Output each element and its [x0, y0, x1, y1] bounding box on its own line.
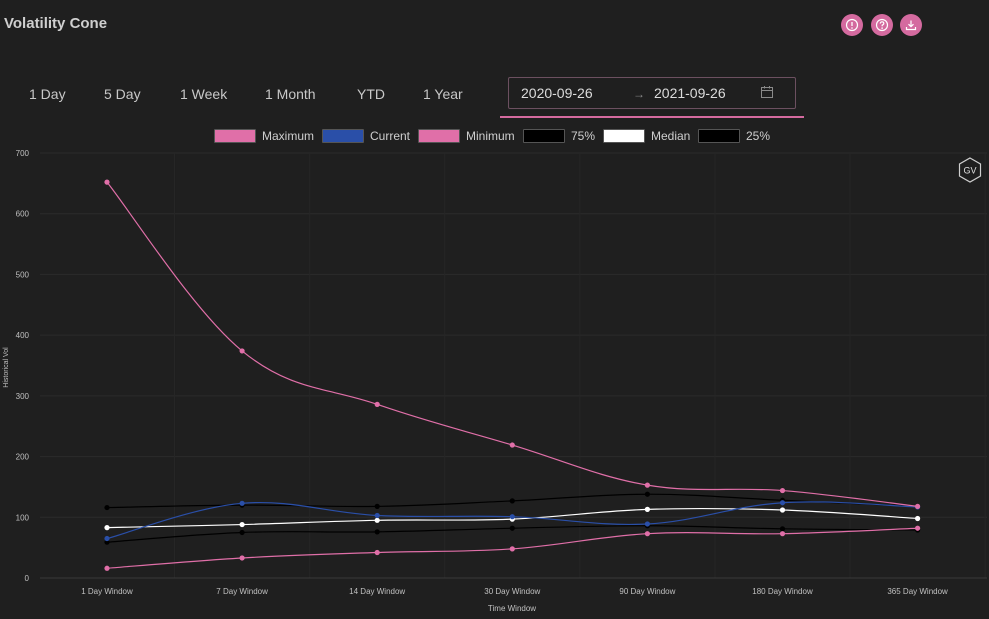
data-point-minimum [104, 565, 110, 571]
legend-label-median: Median [651, 129, 691, 143]
legend-label-75: 75% [571, 129, 596, 143]
data-point-maximum [509, 442, 515, 448]
tab-ytd[interactable]: YTD [357, 86, 385, 102]
x-tick-label: 7 Day Window [216, 587, 268, 596]
data-point-current [239, 500, 245, 506]
data-point-current [509, 514, 515, 520]
download-button[interactable] [900, 14, 922, 36]
y-tick-label: 0 [25, 574, 30, 583]
data-point-maximum [644, 482, 651, 488]
tab-1-month[interactable]: 1 Month [265, 86, 316, 102]
help-icon [875, 18, 889, 32]
x-tick-label: 14 Day Window [349, 587, 405, 596]
data-point-maximum [104, 179, 110, 185]
legend-label-minimum: Minimum [466, 129, 515, 143]
end-date-input[interactable]: 2021-09-26 [654, 85, 726, 101]
legend-item-25[interactable]: 25% [698, 128, 770, 144]
legend-item-75[interactable]: 75% [523, 128, 595, 144]
tab-1-year[interactable]: 1 Year [423, 86, 463, 102]
data-point-75 [644, 491, 651, 497]
y-tick-label: 100 [16, 513, 30, 522]
y-axis-title: Historical Vol [3, 347, 10, 388]
chart-legend: Maximum Current Minimum 75% Median 25% [0, 128, 989, 146]
legend-swatch-25 [698, 129, 740, 143]
data-point-maximum [374, 401, 380, 407]
data-point-minimum [915, 525, 921, 531]
info-icon [845, 18, 859, 32]
data-point-median [779, 507, 786, 513]
page-title: Volatility Cone [4, 15, 108, 32]
y-tick-label: 500 [16, 270, 30, 279]
x-axis-title: Time Window [488, 604, 536, 613]
legend-item-maximum[interactable]: Maximum [214, 128, 314, 144]
data-point-median [915, 515, 921, 522]
data-point-minimum [509, 546, 515, 552]
data-point-25 [779, 526, 786, 532]
info-button[interactable] [841, 14, 863, 36]
data-point-minimum [644, 531, 651, 537]
date-separator-icon: → [633, 87, 645, 101]
data-point-75 [104, 504, 110, 511]
data-point-75 [374, 503, 380, 509]
data-point-current [779, 500, 786, 506]
legend-swatch-maximum [214, 129, 256, 143]
tab-5-day[interactable]: 5 Day [104, 86, 141, 102]
data-point-median [644, 506, 651, 512]
x-tick-label: 30 Day Window [484, 587, 540, 596]
data-point-maximum [779, 487, 786, 494]
data-point-minimum [239, 555, 245, 561]
legend-swatch-median [603, 129, 645, 143]
legend-label-maximum: Maximum [262, 129, 315, 143]
legend-item-current[interactable]: Current [322, 128, 410, 144]
legend-item-median[interactable]: Median [603, 128, 690, 144]
x-tick-label: 365 Day Window [887, 587, 948, 596]
data-point-maximum [239, 348, 245, 354]
data-point-current [644, 521, 651, 527]
tab-1-week[interactable]: 1 Week [180, 86, 228, 102]
data-point-current [374, 512, 380, 519]
series-line-maximum [106, 181, 918, 507]
y-tick-label: 700 [16, 149, 30, 158]
date-picker-underline [500, 116, 804, 118]
tab-1-day[interactable]: 1 Day [29, 86, 66, 102]
data-point-minimum [374, 549, 380, 556]
data-point-25 [104, 539, 110, 545]
y-tick-label: 400 [16, 331, 30, 340]
download-icon [905, 20, 917, 31]
gv-logo-text: GV [963, 166, 976, 176]
calendar-icon[interactable] [760, 85, 774, 99]
start-date-input[interactable]: 2020-09-26 [521, 85, 593, 101]
data-point-median [239, 521, 245, 528]
legend-swatch-current [322, 129, 364, 143]
legend-label-current: Current [370, 129, 411, 143]
legend-swatch-75 [523, 129, 565, 143]
date-range-picker[interactable]: 2020-09-26 → 2021-09-26 [508, 77, 796, 109]
data-point-current [104, 535, 110, 542]
data-point-25 [239, 529, 245, 536]
legend-label-25: 25% [746, 129, 771, 143]
data-point-median [374, 517, 380, 523]
data-point-75 [509, 498, 515, 504]
y-tick-label: 600 [16, 210, 30, 219]
legend-item-minimum[interactable]: Minimum [418, 128, 515, 144]
data-point-maximum [915, 503, 921, 509]
legend-swatch-minimum [418, 129, 460, 143]
help-button[interactable] [871, 14, 893, 36]
data-point-minimum [779, 531, 786, 537]
data-point-median [104, 525, 110, 531]
x-tick-label: 90 Day Window [619, 587, 675, 596]
x-tick-label: 1 Day Window [81, 587, 133, 596]
y-tick-label: 200 [16, 453, 30, 462]
data-point-25 [509, 525, 515, 531]
y-tick-label: 300 [16, 392, 30, 401]
gv-logo-icon: GV [958, 157, 982, 183]
x-tick-label: 180 Day Window [752, 587, 813, 596]
data-point-25 [374, 529, 380, 535]
